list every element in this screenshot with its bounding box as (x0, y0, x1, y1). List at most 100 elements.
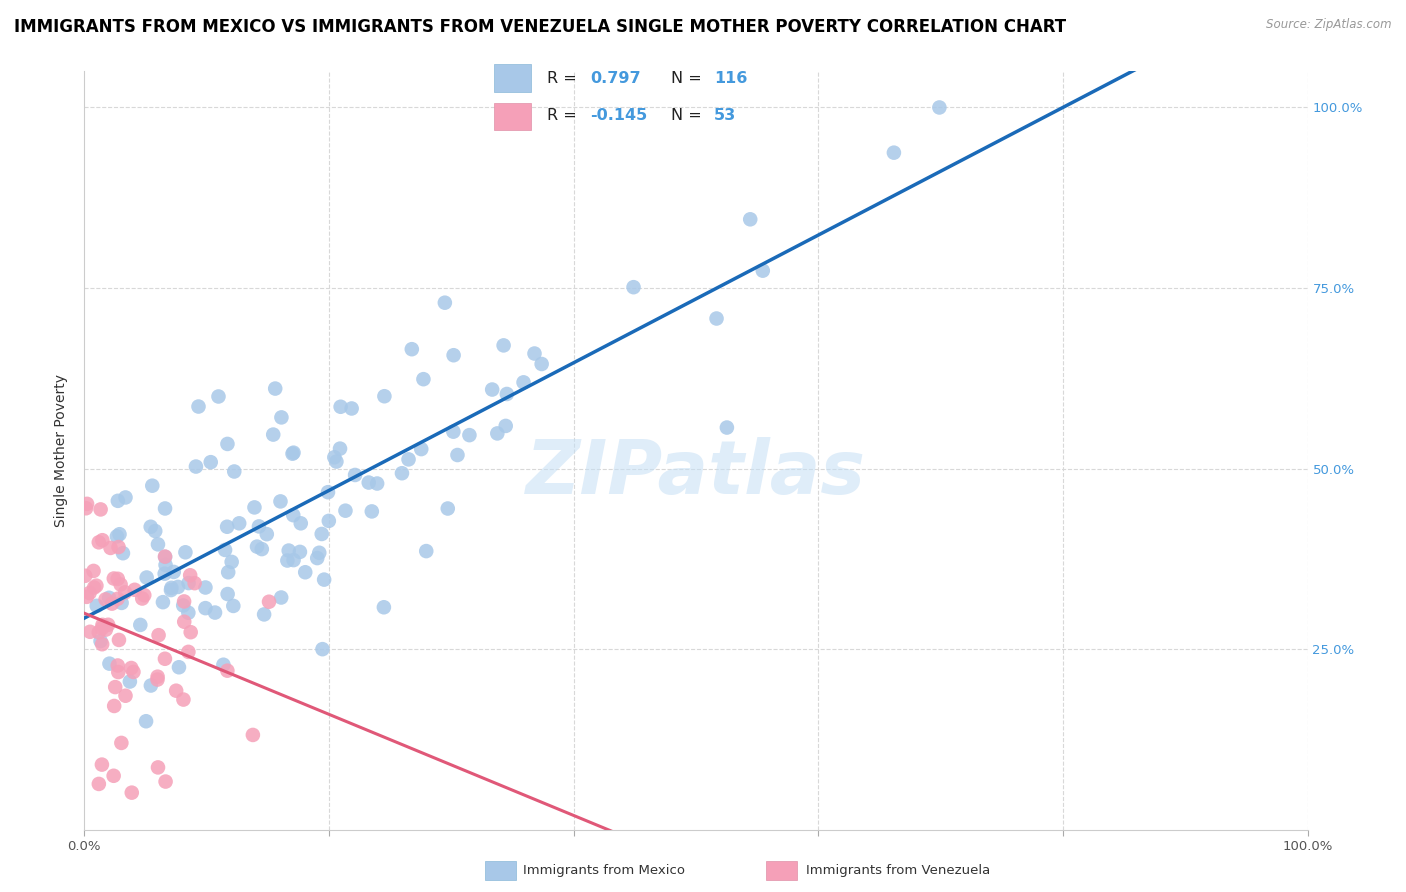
Point (148, 628, 170, 642)
Point (307, 551, 329, 566)
Point (167, 660, 190, 674)
Text: 0.797: 0.797 (591, 70, 641, 86)
Point (253, 607, 276, 622)
Point (277, 543, 299, 558)
Point (75, 568, 97, 582)
Point (153, 501, 176, 516)
Point (187, 400, 209, 414)
Point (131, 591, 153, 606)
Point (111, 546, 134, 560)
Point (443, 348, 465, 362)
Point (160, 581, 183, 595)
Y-axis label: Single Mother Poverty: Single Mother Poverty (55, 374, 69, 527)
Point (329, 442, 352, 456)
Point (411, 442, 433, 456)
Point (90, 502, 112, 516)
Point (290, 516, 312, 531)
Text: R =: R = (547, 70, 582, 86)
Point (91, 637, 114, 651)
Point (108, 632, 131, 647)
Point (243, 500, 266, 515)
Point (495, 418, 517, 433)
Point (141, 478, 163, 492)
Point (110, 736, 132, 750)
Text: 53: 53 (714, 108, 737, 123)
Point (276, 553, 298, 567)
Point (294, 566, 316, 580)
Point (87, 535, 110, 549)
Point (135, 714, 157, 729)
Point (523, 346, 546, 360)
Point (752, 263, 775, 277)
Point (311, 527, 333, 541)
Point (177, 576, 200, 591)
FancyBboxPatch shape (495, 64, 531, 92)
Point (269, 494, 291, 508)
Point (335, 504, 357, 518)
Point (135, 570, 157, 584)
Point (146, 760, 169, 774)
Point (114, 491, 136, 505)
Point (107, 540, 129, 554)
Point (114, 585, 136, 599)
Point (155, 558, 177, 572)
Text: Source: ZipAtlas.com: Source: ZipAtlas.com (1267, 18, 1392, 31)
Point (184, 459, 207, 474)
Point (83, 564, 105, 578)
Point (495, 387, 517, 401)
Point (706, 311, 728, 326)
Point (357, 475, 380, 490)
Point (264, 382, 287, 396)
Point (104, 680, 127, 694)
Point (217, 437, 239, 451)
Point (114, 689, 136, 703)
Point (107, 591, 129, 606)
Text: N =: N = (671, 108, 707, 123)
Point (105, 529, 128, 543)
Text: -0.145: -0.145 (591, 108, 648, 123)
Text: R =: R = (547, 108, 582, 123)
Point (111, 596, 134, 610)
FancyBboxPatch shape (495, 103, 531, 130)
Point (86, 599, 108, 613)
Point (103, 698, 125, 713)
Point (83, 581, 105, 595)
Point (107, 658, 129, 673)
Point (107, 572, 129, 586)
Point (173, 615, 195, 629)
Point (91, 618, 114, 632)
Point (165, 683, 187, 698)
Point (107, 493, 129, 508)
Point (124, 582, 146, 597)
Point (139, 679, 162, 693)
Point (122, 665, 145, 679)
Point (256, 527, 278, 541)
Point (103, 572, 125, 586)
Point (412, 372, 434, 386)
Point (180, 625, 202, 640)
Point (98, 657, 121, 671)
Point (204, 606, 226, 620)
Point (87, 625, 110, 640)
Point (183, 576, 205, 591)
Point (366, 476, 388, 491)
Point (325, 454, 347, 468)
Point (153, 652, 176, 666)
Point (257, 595, 280, 609)
Point (172, 599, 194, 613)
Point (512, 376, 534, 390)
Point (373, 389, 395, 403)
Point (329, 400, 352, 414)
Point (163, 565, 186, 579)
Point (91, 621, 114, 635)
Point (446, 448, 468, 462)
Point (152, 595, 174, 609)
Point (153, 549, 176, 564)
Point (217, 566, 239, 580)
Point (129, 618, 152, 632)
Point (222, 599, 245, 613)
Point (139, 520, 162, 534)
Point (94, 592, 117, 607)
Point (153, 549, 176, 564)
Point (97, 617, 120, 632)
